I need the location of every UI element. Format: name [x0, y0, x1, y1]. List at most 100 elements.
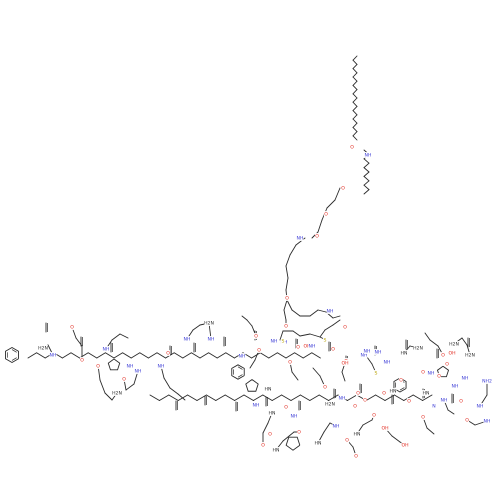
bond	[352, 84, 358, 91]
atom-label-s: S	[324, 338, 327, 344]
bond	[352, 72, 358, 78]
atom-label-o: O	[288, 360, 292, 366]
bond	[319, 329, 326, 338]
atom-label-background	[183, 336, 191, 342]
atom-label-background	[38, 345, 48, 351]
bond	[328, 394, 339, 401]
atom-label-background	[283, 323, 289, 329]
bond	[237, 374, 243, 378]
atom-label-background	[121, 376, 127, 382]
atom-label-s: S	[282, 339, 285, 345]
bond	[199, 352, 210, 359]
atom-label-o: O	[421, 370, 425, 376]
atom-label-background	[381, 425, 389, 431]
atom-label-background	[413, 345, 423, 351]
atom-label-nh: NH	[452, 384, 459, 390]
bond	[285, 254, 291, 267]
bond	[352, 105, 358, 112]
atom-label-background	[458, 398, 464, 404]
atom-label-o: O	[437, 374, 441, 380]
five-membered-ring	[107, 358, 121, 371]
bond	[352, 114, 358, 120]
atom-label-background	[290, 413, 298, 419]
atom-label-o: O	[372, 413, 376, 419]
atom-label-background	[287, 359, 293, 365]
atom-label-o: O	[70, 325, 74, 331]
bond	[268, 352, 278, 359]
atom-label-nh: NH	[271, 339, 278, 345]
atom-label-background	[303, 343, 311, 349]
atom-label-background	[253, 333, 259, 339]
bond	[309, 394, 320, 401]
atom-label-background	[353, 453, 359, 459]
bond	[281, 394, 292, 401]
bond	[241, 315, 248, 321]
bond	[276, 352, 287, 359]
atom-label-hn: HN	[401, 351, 408, 357]
atom-label-background	[326, 308, 334, 314]
atom-label-oh: OH	[448, 351, 455, 357]
bond	[363, 184, 370, 191]
bond	[11, 357, 17, 361]
bond	[249, 359, 256, 369]
bond	[317, 309, 327, 313]
atom-label-o: O	[459, 399, 463, 405]
atom-label-nh: NH	[364, 349, 371, 355]
bond	[283, 299, 288, 311]
bond	[36, 352, 46, 359]
bond	[182, 352, 192, 359]
atom-label-background	[420, 369, 426, 375]
bond	[156, 352, 167, 359]
atom-label-o: O	[257, 348, 261, 354]
bond	[352, 135, 358, 141]
atom-label-background	[49, 352, 57, 358]
atom-label-background	[207, 336, 215, 342]
bond	[429, 339, 439, 347]
bond	[11, 349, 17, 353]
atom-label-background	[268, 410, 276, 416]
bond	[208, 352, 218, 359]
atom-label-nh: NH	[291, 414, 298, 420]
bond	[291, 309, 301, 317]
atom-label-nh: NH	[477, 404, 484, 410]
bond	[317, 219, 323, 233]
bond	[299, 333, 311, 337]
five-membered-ring	[245, 379, 259, 392]
bond	[352, 118, 358, 124]
atom-label-h2n: H2N	[325, 402, 335, 408]
bond	[309, 309, 319, 317]
atom-label-s: S	[375, 371, 378, 377]
atom-label-nh: NH	[309, 344, 316, 350]
atom-label-nh: NH	[297, 236, 304, 242]
atom-label-background	[341, 360, 349, 366]
bond	[362, 419, 373, 426]
bond	[352, 122, 358, 128]
bond	[271, 394, 283, 401]
atom-label-o: O	[331, 347, 335, 353]
atom-label-background	[355, 390, 361, 396]
atom-label-background	[323, 211, 329, 217]
atom-label-background	[431, 403, 437, 409]
atom-label-background	[465, 352, 475, 358]
atom-label-background	[284, 295, 290, 301]
atom-label-background	[449, 341, 459, 347]
atom-label-nh: NH	[184, 337, 191, 343]
atom-label-nh: NH	[103, 347, 110, 353]
atom-label-oh: OH	[381, 426, 388, 432]
bond	[113, 352, 124, 359]
atom-labels: ONHOOONHOOONHONHNHNHOOSSH2NNHNHNHONHOH2N…	[38, 144, 492, 460]
atom-label-background	[338, 395, 346, 401]
bond	[352, 59, 358, 65]
bond	[352, 80, 358, 86]
atom-label-o: O	[354, 454, 358, 460]
atom-label-background	[325, 401, 335, 407]
atom-label-o: O	[297, 430, 301, 436]
bond	[312, 367, 321, 377]
atom-label-oh: OH	[303, 344, 310, 350]
bond	[205, 394, 217, 401]
bond-lines	[6, 55, 488, 457]
atom-label-o: O	[261, 443, 265, 449]
atom-label-hn: HN	[269, 411, 276, 417]
atom-label-o: O	[323, 385, 327, 391]
